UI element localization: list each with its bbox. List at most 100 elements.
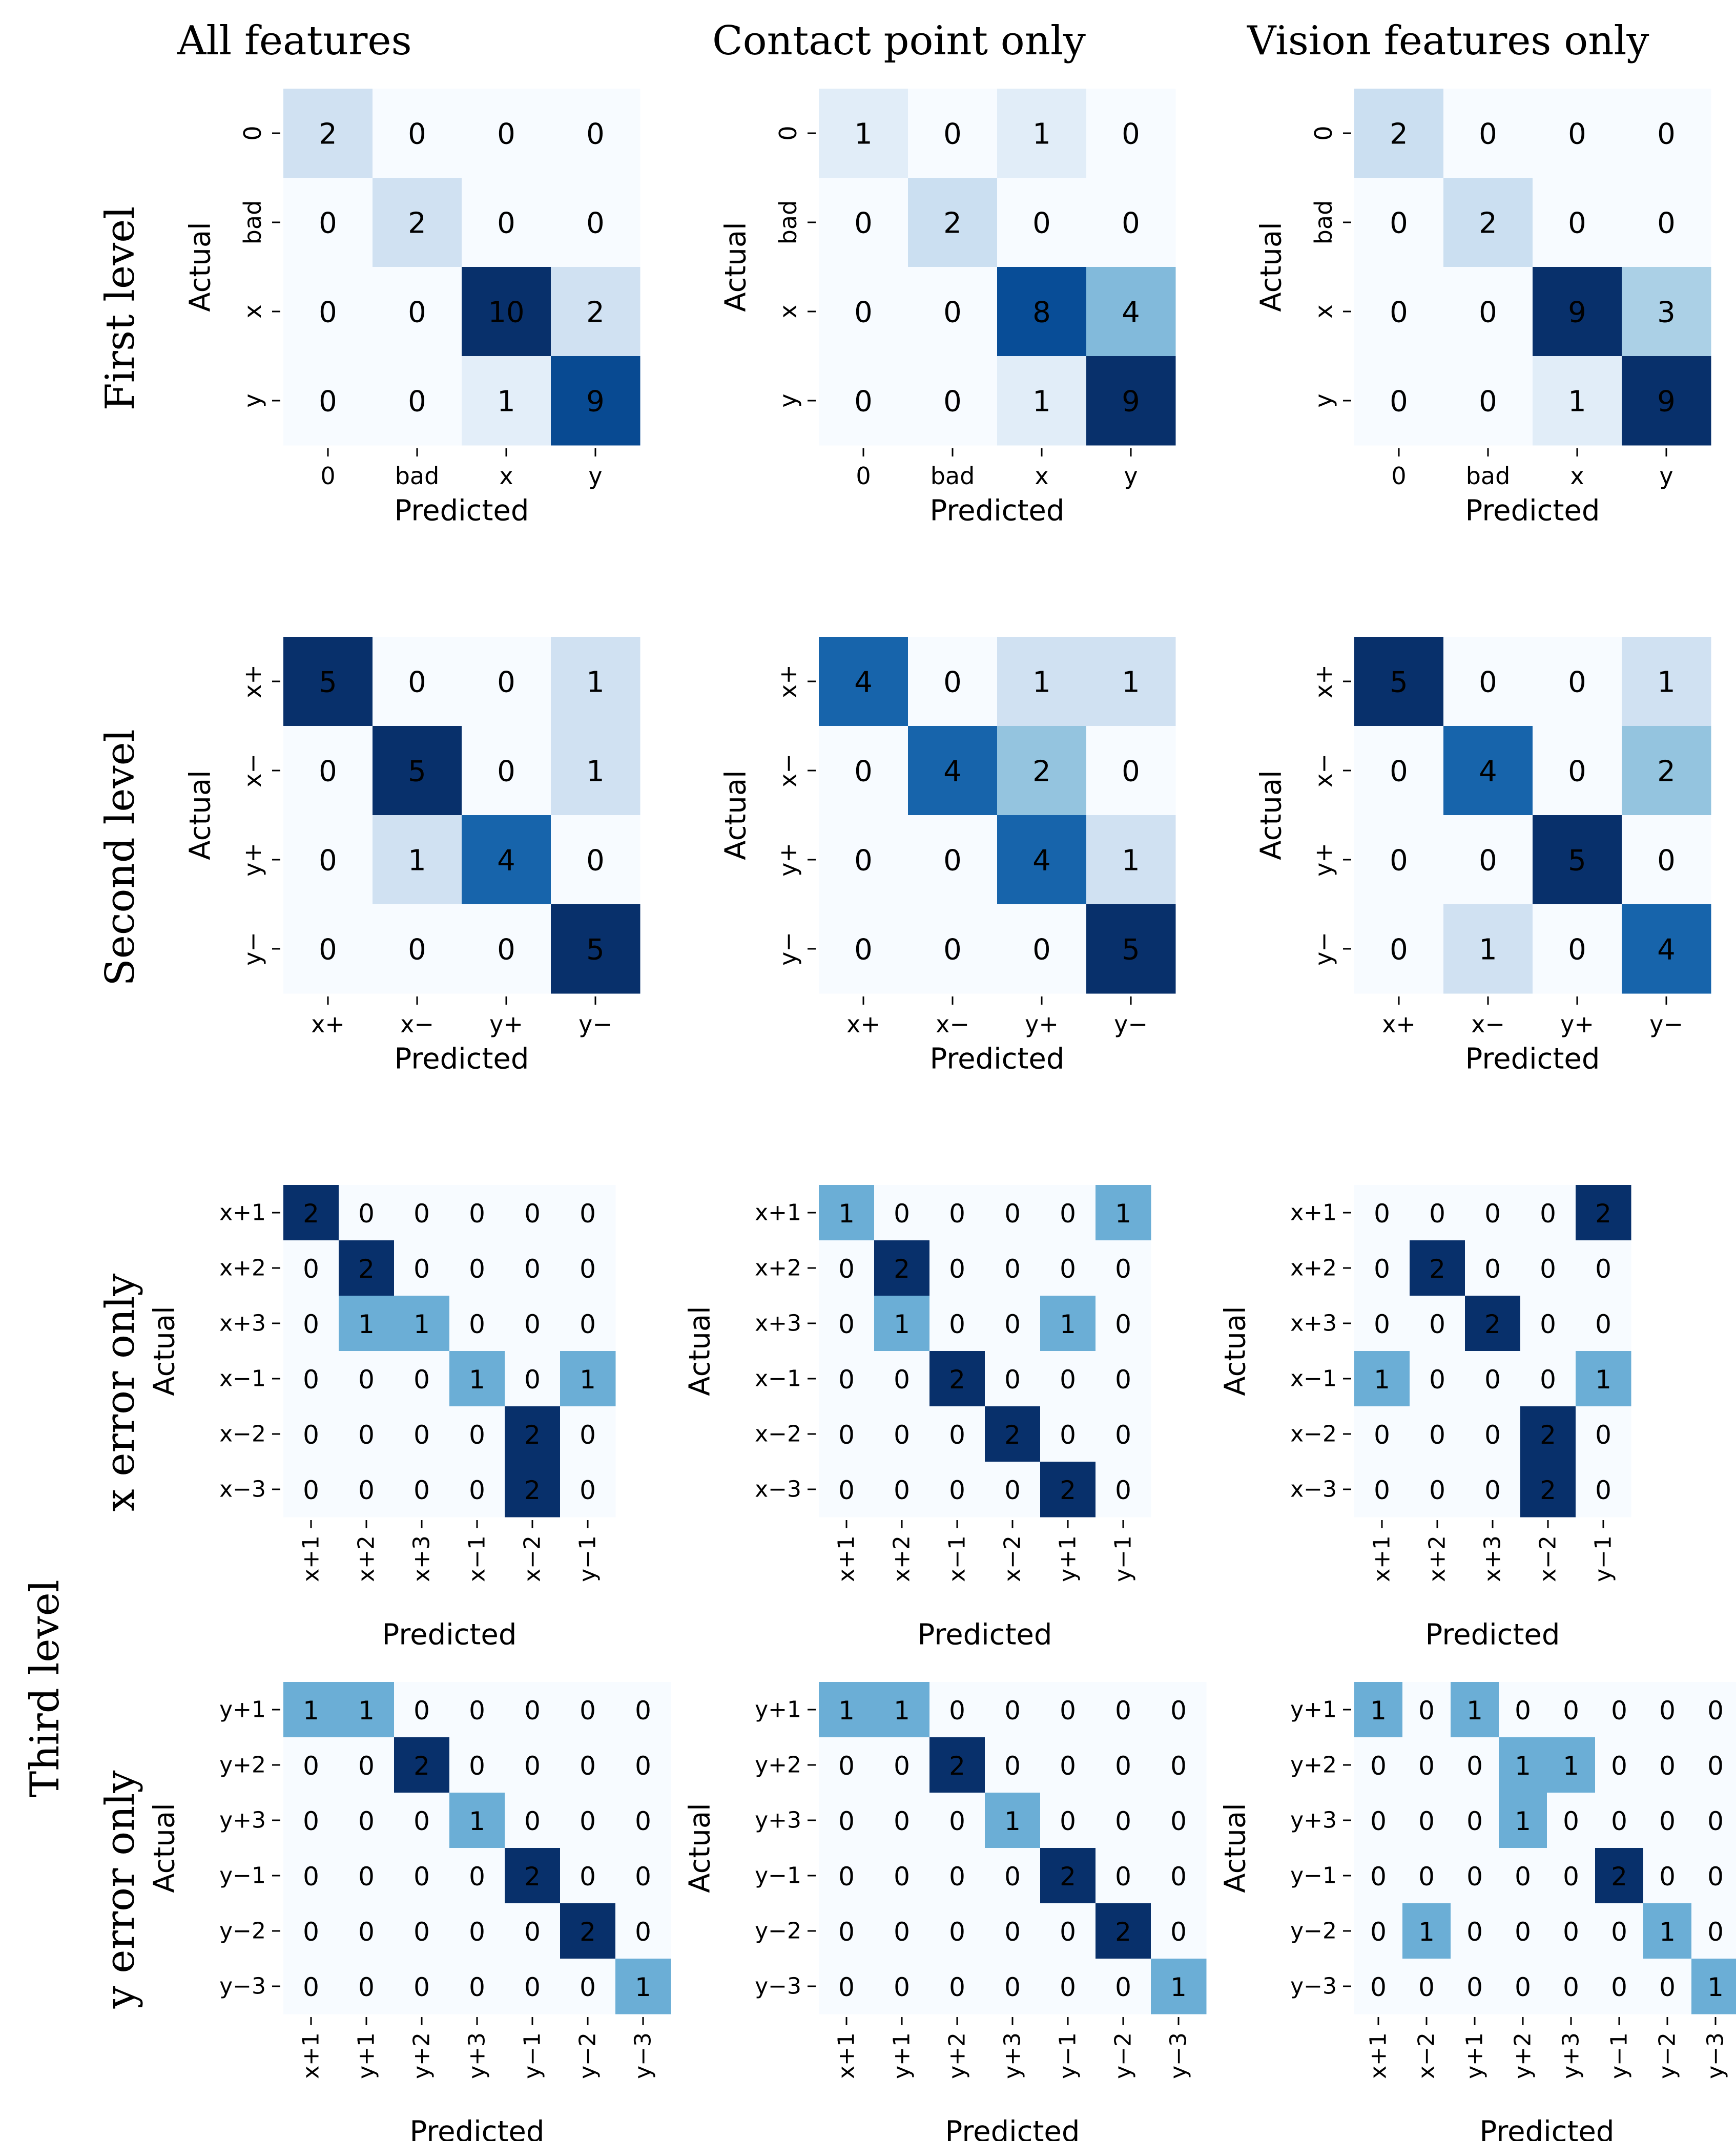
column-title: All features — [177, 18, 412, 64]
heatmap-cell — [394, 1185, 450, 1241]
y-axis-label: Actual — [1219, 1306, 1252, 1396]
cell-value: 0 — [524, 1365, 541, 1395]
heatmap-cell — [1622, 904, 1711, 994]
heatmap-cell — [1410, 1351, 1465, 1407]
cell-value: 0 — [1418, 1696, 1435, 1726]
heatmap-cell — [339, 1462, 395, 1518]
cell-value: 2 — [949, 1751, 965, 1781]
heatmap-cell — [1354, 1682, 1403, 1738]
cell-value: 0 — [524, 1309, 541, 1339]
cell-value: 0 — [580, 1862, 596, 1891]
x-tick-label: 0 — [320, 462, 335, 490]
cell-value: 0 — [358, 1862, 375, 1891]
heatmap-cell — [1691, 1848, 1736, 1904]
cell-value: 0 — [1390, 385, 1408, 419]
cell-value: 1 — [1032, 666, 1051, 699]
heatmap-cell — [615, 1959, 671, 2014]
heatmap-cell — [373, 815, 462, 905]
cell-value: 0 — [1004, 1972, 1021, 2002]
y-tick-label: y+1 — [1290, 1697, 1337, 1723]
cell-value: 0 — [854, 933, 873, 967]
cell-value: 2 — [414, 1751, 430, 1781]
cell-value: 0 — [1659, 1862, 1676, 1891]
y-tick-label: x+1 — [755, 1200, 801, 1226]
cell-value: 0 — [838, 1420, 855, 1450]
cell-value: 0 — [414, 1972, 430, 2002]
heatmap-cell — [1443, 726, 1533, 816]
heatmap-cell — [462, 904, 551, 994]
heatmap-panel-r0-c2: 2 0 0 0 0 2 0 0 0 0 9 3 0 0 1 9 0 bad x y 0 bad x y Predicted Act… — [1255, 89, 1711, 528]
heatmap-cell — [1451, 1959, 1499, 2014]
cell-value: 0 — [854, 296, 873, 329]
heatmap-cell — [874, 1737, 930, 1793]
heatmap-cell — [1443, 815, 1533, 905]
cell-value: 0 — [586, 118, 605, 151]
cell-value: 0 — [943, 296, 962, 329]
heatmap-cell — [339, 1903, 395, 1959]
cell-value: 0 — [469, 1972, 485, 2002]
heatmap-cell — [1086, 815, 1176, 905]
heatmap-cell — [1499, 1793, 1547, 1848]
cell-value: 0 — [1611, 1696, 1627, 1726]
cell-value: 0 — [1429, 1420, 1445, 1450]
cell-value: 0 — [358, 1806, 375, 1836]
heatmap-cell — [1354, 267, 1444, 357]
cell-value: 0 — [358, 1475, 375, 1505]
x-tick-label: y−1 — [1590, 1535, 1617, 1582]
cell-value: 0 — [469, 1254, 485, 1284]
heatmap-cell — [462, 726, 551, 816]
x-tick-label: y — [1124, 462, 1138, 490]
heatmap-cell — [908, 178, 998, 267]
heatmap-cell — [908, 267, 998, 357]
heatmap-cell — [283, 1351, 339, 1407]
cell-value: 0 — [1170, 1751, 1187, 1781]
cell-value: 2 — [524, 1420, 541, 1450]
heatmap-cell — [1451, 1682, 1499, 1738]
cell-value: 1 — [586, 755, 605, 788]
x-axis-label: Predicted — [410, 2115, 545, 2141]
heatmap-cell — [1643, 1793, 1692, 1848]
cell-value: 0 — [414, 1806, 430, 1836]
heatmap-cell — [874, 1903, 930, 1959]
cell-value: 0 — [1429, 1365, 1445, 1395]
cell-value: 0 — [358, 1420, 375, 1450]
cell-value: 1 — [1004, 1806, 1021, 1836]
x-tick-label: y−1 — [520, 2032, 546, 2079]
heatmap-cell — [1533, 904, 1622, 994]
cell-value: 0 — [1115, 1475, 1131, 1505]
y-tick-label: y− — [774, 932, 802, 966]
heatmap-cell — [1040, 1793, 1096, 1848]
heatmap-cell — [615, 1793, 671, 1848]
y-tick-label: bad — [774, 200, 802, 245]
cell-value: 0 — [1032, 207, 1051, 240]
heatmap-cell — [1443, 178, 1533, 267]
cell-value: 0 — [1060, 1696, 1076, 1726]
cell-value: 1 — [1707, 1972, 1724, 2002]
heatmap-cell — [1096, 1737, 1151, 1793]
x-tick-label: x+2 — [889, 1535, 915, 1582]
x-tick-label: bad — [1466, 462, 1511, 490]
heatmap-cell — [1354, 637, 1444, 726]
heatmap-cell — [997, 178, 1087, 267]
cell-value: 0 — [1707, 1806, 1724, 1836]
heatmap-cell — [929, 1462, 985, 1518]
y-tick-label: y− — [1310, 932, 1337, 966]
cell-value: 0 — [1707, 1862, 1724, 1891]
cell-value: 0 — [414, 1254, 430, 1284]
heatmap-cell — [1451, 1848, 1499, 1904]
cell-value: 0 — [1390, 844, 1408, 878]
cell-value: 0 — [1115, 1420, 1131, 1450]
heatmap-cell — [1499, 1737, 1547, 1793]
heatmap-cell — [1595, 1682, 1644, 1738]
cell-value: 0 — [586, 207, 605, 240]
cell-value: 0 — [1659, 1806, 1676, 1836]
y-axis-label: Actual — [148, 1306, 181, 1396]
cell-value: 0 — [303, 1806, 319, 1836]
heatmap-cell — [551, 178, 640, 267]
heatmap-cell — [997, 637, 1087, 726]
cell-value: 0 — [1515, 1696, 1531, 1726]
cell-value: 2 — [319, 118, 337, 151]
heatmap-cell — [819, 178, 908, 267]
heatmap-cell — [985, 1903, 1041, 1959]
